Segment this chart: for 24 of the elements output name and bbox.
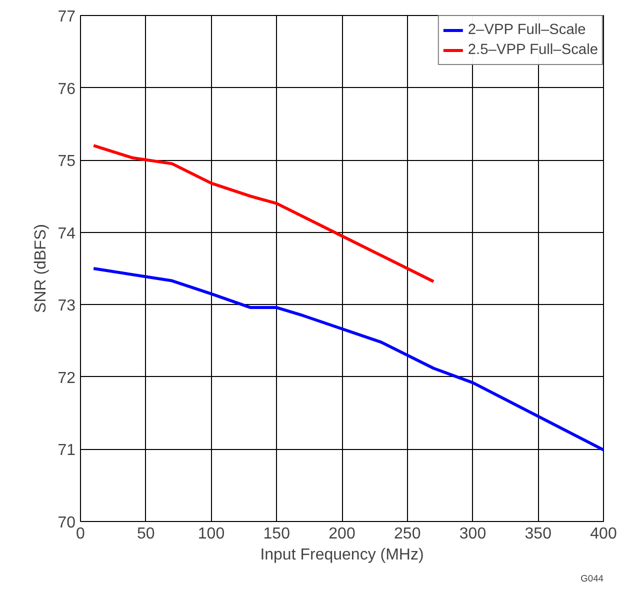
x-tick-label: 150 [263, 526, 290, 542]
y-tick-label: 76 [58, 80, 76, 98]
x-tick-label: 0 [76, 526, 86, 542]
x-tick-label: 100 [198, 526, 225, 542]
x-tick-label: 300 [459, 526, 486, 542]
x-tick-label: 250 [394, 526, 421, 542]
y-tick-label: 77 [58, 8, 76, 26]
y-tick-label: 72 [58, 370, 76, 387]
text: G044 [580, 574, 604, 584]
line-series [92, 144, 436, 284]
legend-label: 2–VPP Full–Scale [468, 22, 586, 38]
legend-label: 2.5–VPP Full–Scale [468, 42, 598, 58]
y-axis-title: SNR (dBFS) [32, 224, 50, 313]
y-tick-label: 71 [58, 442, 76, 460]
x-tick-label: 50 [136, 526, 155, 542]
y-tick-label: 70 [58, 514, 76, 532]
x-tick-label: 400 [590, 526, 617, 542]
x-axis-title: Input Frequency (MHz) [260, 546, 424, 564]
y-tick-label: 75 [58, 153, 76, 170]
line-series [92, 267, 604, 452]
x-tick-label: 350 [524, 526, 552, 542]
y-tick-label: 74 [58, 225, 76, 242]
y-tick-label: 73 [58, 298, 76, 315]
x-tick-label: 200 [328, 526, 356, 542]
